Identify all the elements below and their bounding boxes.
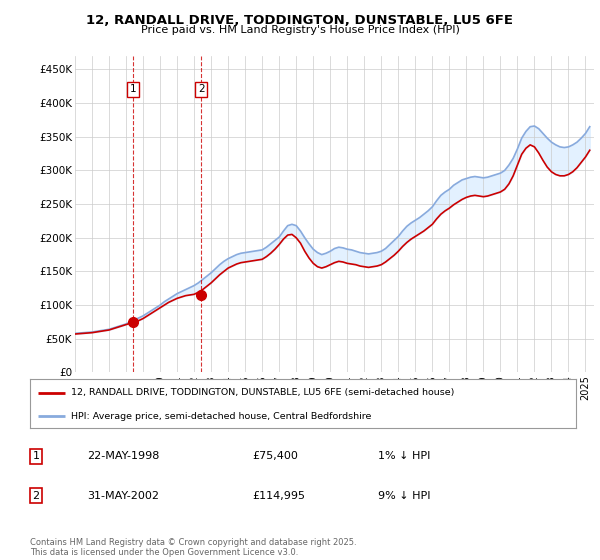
Text: 1: 1	[32, 451, 40, 461]
Text: 2: 2	[198, 84, 205, 94]
Text: £114,995: £114,995	[252, 491, 305, 501]
Text: £75,400: £75,400	[252, 451, 298, 461]
Text: Contains HM Land Registry data © Crown copyright and database right 2025.
This d: Contains HM Land Registry data © Crown c…	[30, 538, 356, 557]
Text: 31-MAY-2002: 31-MAY-2002	[87, 491, 159, 501]
Text: Price paid vs. HM Land Registry's House Price Index (HPI): Price paid vs. HM Land Registry's House …	[140, 25, 460, 35]
Text: 9% ↓ HPI: 9% ↓ HPI	[378, 491, 431, 501]
Text: 1: 1	[130, 84, 136, 94]
Text: 22-MAY-1998: 22-MAY-1998	[87, 451, 160, 461]
Text: 2: 2	[32, 491, 40, 501]
Text: 12, RANDALL DRIVE, TODDINGTON, DUNSTABLE, LU5 6FE: 12, RANDALL DRIVE, TODDINGTON, DUNSTABLE…	[86, 14, 514, 27]
Text: 1% ↓ HPI: 1% ↓ HPI	[378, 451, 430, 461]
Text: 12, RANDALL DRIVE, TODDINGTON, DUNSTABLE, LU5 6FE (semi-detached house): 12, RANDALL DRIVE, TODDINGTON, DUNSTABLE…	[71, 389, 454, 398]
Text: HPI: Average price, semi-detached house, Central Bedfordshire: HPI: Average price, semi-detached house,…	[71, 412, 371, 421]
